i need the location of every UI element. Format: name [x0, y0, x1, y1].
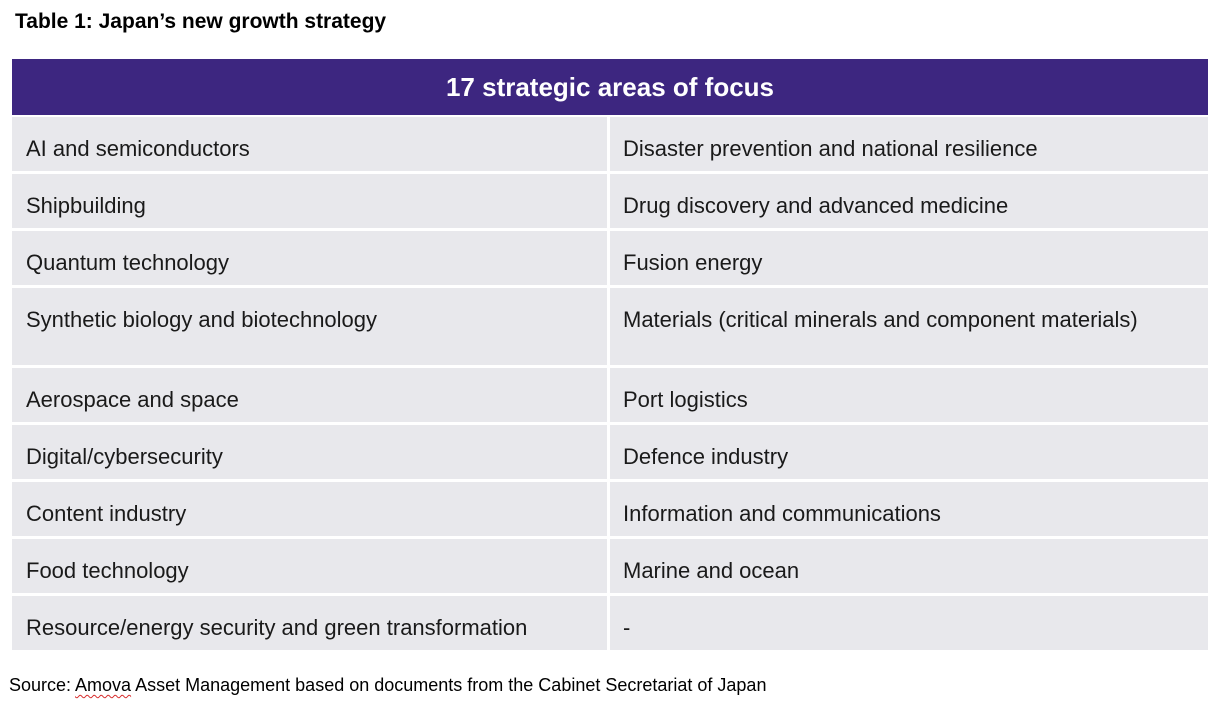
table-cell-right: Drug discovery and advanced medicine: [623, 193, 1009, 218]
table-cell-left: Shipbuilding: [12, 174, 610, 228]
table-cell-right: Port logistics: [623, 387, 748, 412]
table-cell-left: Digital/cybersecurity: [12, 425, 610, 479]
table-cell-right: Disaster prevention and national resilie…: [623, 136, 1038, 161]
table-cell-left: Quantum technology: [12, 231, 610, 285]
table-cell-right: Materials (critical minerals and compone…: [623, 307, 1138, 332]
table-cell-right: -: [623, 615, 631, 640]
table-row: Aerospace and space Port logistics: [12, 368, 1208, 425]
table-header: 17 strategic areas of focus: [12, 59, 1208, 117]
table-cell-right: Defence industry: [623, 444, 789, 469]
table-row: Resource/energy security and green trans…: [12, 596, 1208, 653]
table-row: Synthetic biology and biotechnology Mate…: [12, 288, 1208, 368]
table-cell-right: Marine and ocean: [623, 558, 800, 583]
table-cell-left: Aerospace and space: [12, 368, 610, 422]
strategy-table: 17 strategic areas of focus AI and semic…: [12, 59, 1208, 653]
table-cell-left: AI and semiconductors: [12, 117, 610, 171]
table-cell-left: Content industry: [12, 482, 610, 536]
source-suffix: Asset Management based on documents from…: [131, 675, 767, 695]
source-prefix: Source:: [9, 675, 76, 695]
table-row: AI and semiconductors Disaster preventio…: [12, 117, 1208, 174]
table-row: Content industry Information and communi…: [12, 482, 1208, 539]
table-cell-left: Resource/energy security and green trans…: [12, 596, 610, 650]
source-note: Source: Amova Asset Management based on …: [9, 675, 766, 696]
table-cell-left: Food technology: [12, 539, 610, 593]
table-row: Shipbuilding Drug discovery and advanced…: [12, 174, 1208, 231]
table-cell-left: Synthetic biology and biotechnology: [12, 288, 610, 365]
spellcheck-flagged-word[interactable]: Amova: [75, 675, 132, 695]
table-row: Food technology Marine and ocean: [12, 539, 1208, 596]
page-title: Table 1: Japan’s new growth strategy: [15, 10, 387, 33]
table-row: Digital/cybersecurity Defence industry: [12, 425, 1208, 482]
table-cell-right: Fusion energy: [623, 250, 763, 275]
table-cell-right: Information and communications: [623, 501, 941, 526]
table-row: Quantum technology Fusion energy: [12, 231, 1208, 288]
